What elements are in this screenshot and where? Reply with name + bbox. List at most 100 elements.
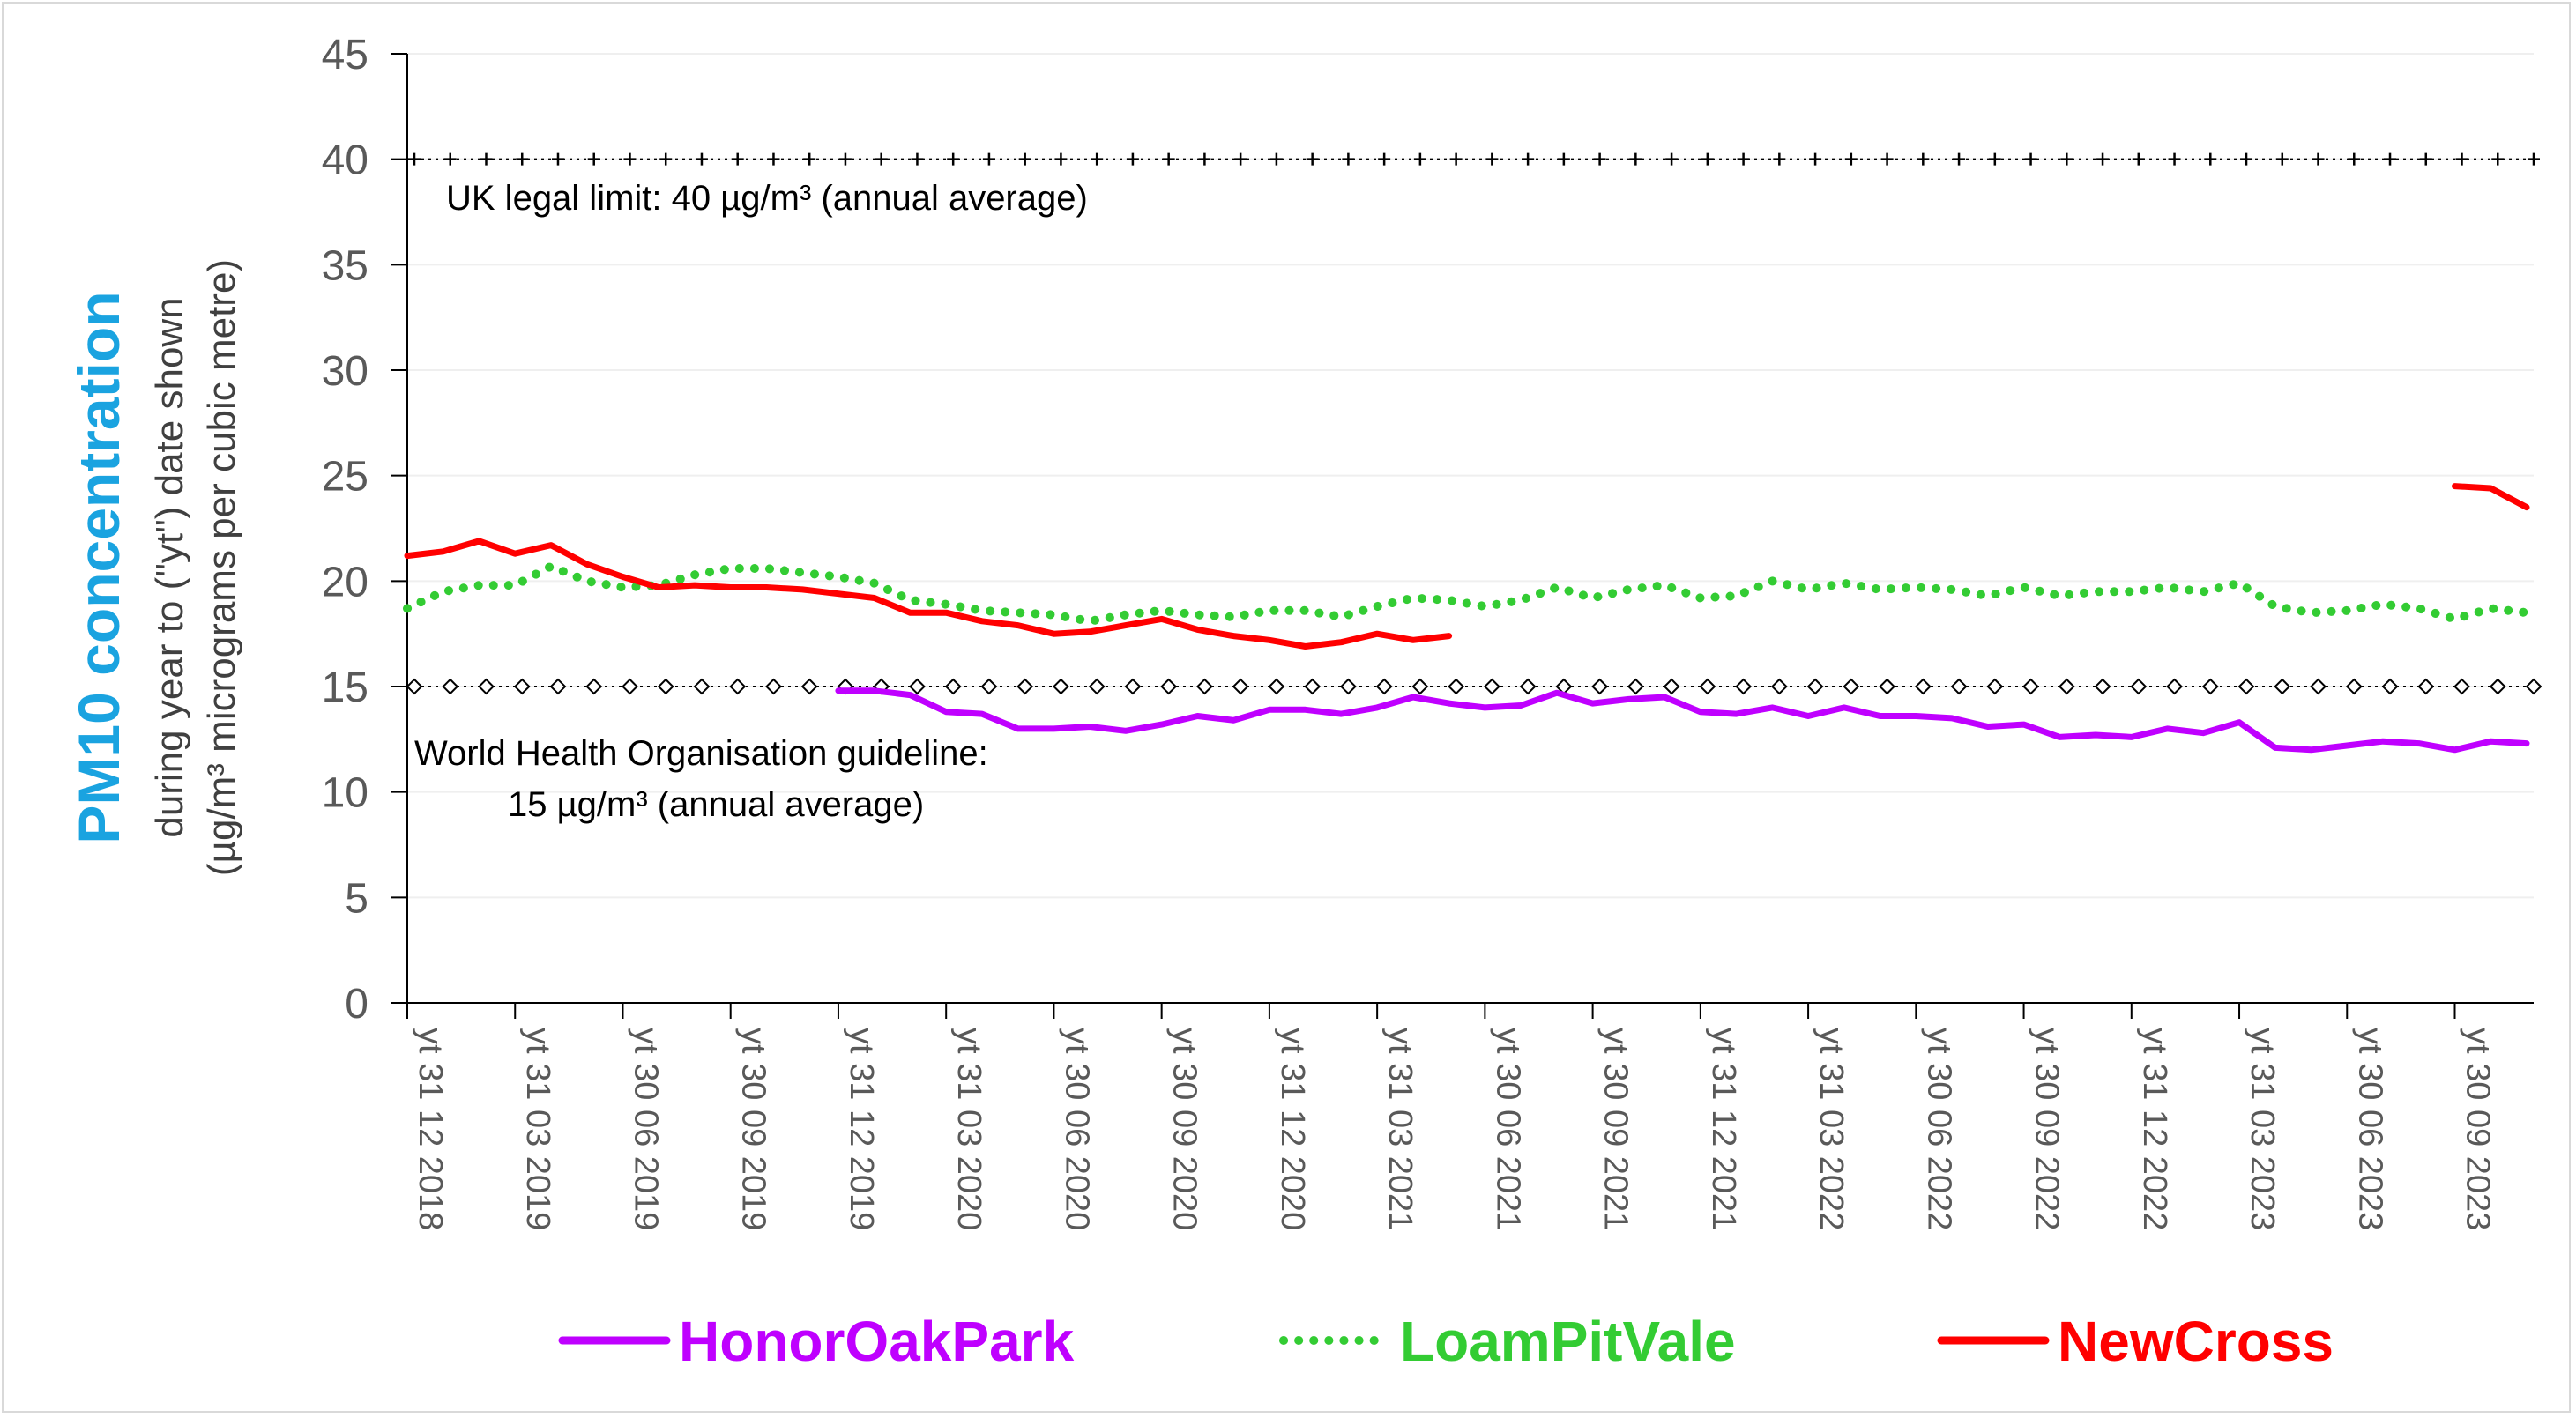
reference-marker-diamond <box>622 678 638 695</box>
reference-marker-diamond <box>513 678 531 695</box>
reference-marker-diamond <box>2130 678 2148 695</box>
y-axis-title: PM10 concentration <box>66 291 131 843</box>
reference-marker-plus <box>1378 152 1391 166</box>
reference-marker-diamond <box>2453 678 2470 695</box>
reference-marker-diamond <box>1879 678 1895 695</box>
reference-marker-diamond <box>657 678 674 695</box>
reference-marker-plus <box>551 152 564 166</box>
data-point-honoroakpark <box>2167 728 2168 729</box>
reference-marker-plus <box>1809 152 1822 166</box>
x-tick-label-group: yt 31 03 2019 <box>519 1028 556 1230</box>
data-point-newcross <box>694 585 695 586</box>
reference-marker-diamond <box>2310 678 2327 695</box>
data-point-loampitvale <box>2167 587 2168 588</box>
reference-marker-plus <box>2168 152 2181 166</box>
x-tick-label: yt 30 06 2019 <box>627 1028 664 1230</box>
data-point-newcross <box>1412 640 1413 641</box>
data-point-honoroakpark <box>2274 747 2275 748</box>
reference-marker-plus <box>1342 152 1355 166</box>
x-tick-label-group: yt 31 12 2018 <box>412 1028 449 1230</box>
data-point-newcross <box>1305 646 1306 647</box>
x-tick-label-group: yt 30 06 2019 <box>627 1028 664 1230</box>
x-tick-label: yt 31 12 2022 <box>2136 1028 2173 1230</box>
data-point-honoroakpark <box>1341 714 1342 715</box>
y-axis-title-main-group: PM10 concentration <box>66 291 131 843</box>
x-tick-label-group: yt 31 12 2019 <box>843 1028 880 1230</box>
data-point-newcross <box>622 576 623 577</box>
data-point-loampitvale <box>2490 608 2491 609</box>
data-point-honoroakpark <box>1233 720 1234 721</box>
reference-marker-diamond <box>1591 678 1609 695</box>
data-point-newcross <box>406 555 407 556</box>
data-point-newcross <box>1090 631 1091 632</box>
data-point-honoroakpark <box>1664 696 1665 697</box>
reference-marker-plus <box>1917 152 1930 166</box>
data-point-loampitvale <box>1916 587 1917 588</box>
data-point-newcross <box>550 545 551 546</box>
data-point-honoroakpark <box>1053 728 1054 729</box>
data-point-honoroakpark <box>2418 743 2419 744</box>
reference-marker-diamond <box>729 678 747 695</box>
data-point-loampitvale <box>1448 599 1449 600</box>
x-tick-label-group: yt 31 03 2023 <box>2244 1028 2281 1230</box>
x-tick-label-group: yt 30 09 2021 <box>1597 1028 1634 1230</box>
data-point-honoroakpark <box>946 711 947 712</box>
reference-marker-diamond <box>1411 678 1429 695</box>
data-point-loampitvale <box>1628 589 1629 590</box>
x-tick-label: yt 30 09 2020 <box>1166 1028 1203 1230</box>
data-point-honoroakpark <box>2059 737 2060 738</box>
y-tick-label-20: 20 <box>322 559 369 605</box>
reference-marker-plus <box>1557 152 1570 166</box>
data-point-loampitvale <box>1987 596 1988 597</box>
series-line-loampitvale <box>403 561 2531 626</box>
data-point-newcross <box>981 620 982 621</box>
reference-marker-diamond <box>2274 678 2291 695</box>
x-tick-label: yt 31 12 2019 <box>843 1028 880 1230</box>
reference-marker-plus <box>1522 152 1535 166</box>
x-tick-label: yt 30 09 2021 <box>1597 1028 1634 1230</box>
data-point-honoroakpark <box>2023 724 2024 725</box>
series-lines <box>403 483 2531 754</box>
data-point-newcross <box>1448 635 1449 636</box>
reference-marker-plus <box>480 152 493 166</box>
reference-marker-diamond <box>406 678 423 695</box>
data-point-loampitvale <box>1377 606 1378 607</box>
data-point-loampitvale <box>586 581 587 582</box>
reference-marker-plus <box>2024 152 2037 166</box>
x-tick-label: yt 30 06 2021 <box>1489 1028 1526 1230</box>
y-tick-label-5: 5 <box>345 875 369 922</box>
y-axis-subtitle-1: during year to ("yt") date shown <box>148 297 191 837</box>
reference-marker-diamond <box>1519 678 1537 695</box>
reference-marker-diamond <box>1448 678 1465 695</box>
x-tick-label-group: yt 30 09 2022 <box>2029 1028 2066 1230</box>
data-point-loampitvale <box>2347 610 2348 611</box>
data-point-loampitvale <box>2382 604 2383 605</box>
x-tick-label-group: yt 30 06 2020 <box>1058 1028 1095 1230</box>
data-point-loampitvale <box>946 604 947 605</box>
data-point-loampitvale <box>1305 610 1306 611</box>
data-point-loampitvale <box>2059 596 2060 597</box>
x-tick-label: yt 30 09 2023 <box>2460 1028 2497 1230</box>
y-tick-labels: 0 5 10 15 20 25 30 35 40 45 <box>322 32 369 1028</box>
data-point-loampitvale <box>622 587 623 588</box>
legend-label-loampitvale: LoamPitVale <box>1400 1310 1736 1373</box>
reference-marker-diamond <box>1016 678 1034 695</box>
data-point-loampitvale <box>910 599 911 600</box>
reference-marker-plus <box>408 152 421 166</box>
data-point-honoroakpark <box>2238 722 2239 723</box>
data-point-honoroakpark <box>2311 749 2312 750</box>
data-point-loampitvale <box>2526 612 2527 613</box>
reference-marker-plus <box>1629 152 1642 166</box>
y-tick-label-15: 15 <box>322 664 369 711</box>
data-point-loampitvale <box>1125 614 1126 615</box>
who-guideline-annotation-line1: World Health Organisation guideline: <box>414 734 988 773</box>
reference-marker-plus <box>875 152 888 166</box>
reference-marker-plus <box>587 152 600 166</box>
reference-marker-plus <box>803 152 816 166</box>
reference-marker-plus <box>1306 152 1319 166</box>
y-tick-label-35: 35 <box>322 242 369 289</box>
data-point-loampitvale <box>1521 599 1522 600</box>
reference-marker-plus <box>1198 152 1211 166</box>
axes <box>391 53 2534 1019</box>
